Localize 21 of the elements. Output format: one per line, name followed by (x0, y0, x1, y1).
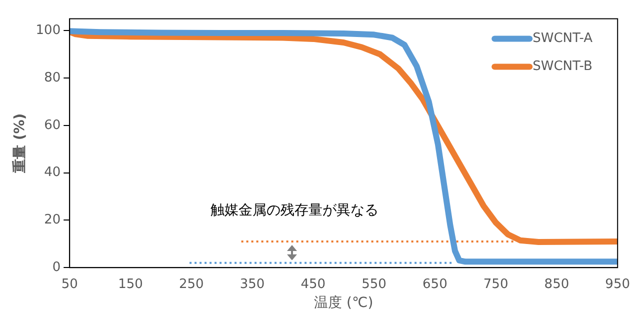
x-tick-label: 550 (362, 276, 386, 292)
x-tick-label: 950 (605, 276, 630, 292)
x-axis-title: 温度 (℃) (314, 295, 374, 312)
y-tick-label: 60 (44, 118, 61, 133)
x-tick-label: 750 (483, 276, 508, 292)
x-tick-label: 350 (240, 276, 265, 292)
x-tick-label: 650 (422, 276, 448, 292)
x-tick-label: 450 (300, 276, 326, 292)
x-tick-label: 250 (178, 276, 204, 292)
y-tick-label: 0 (52, 260, 61, 275)
y-tick-label: 100 (36, 23, 61, 38)
legend-label: SWCNT-A (532, 31, 593, 46)
y-axis-title: 重量 (%) (12, 113, 28, 174)
y-tick-label: 20 (44, 212, 61, 228)
x-tick-label: 150 (118, 276, 143, 292)
legend-label: SWCNT-B (532, 59, 592, 74)
x-tick-label: 850 (544, 276, 570, 292)
x-tick-label: 50 (61, 276, 78, 292)
y-tick-label: 40 (44, 165, 61, 180)
annotation: 触媒金属の残存量が異なる (210, 202, 378, 218)
y-tick-label: 80 (44, 70, 61, 86)
